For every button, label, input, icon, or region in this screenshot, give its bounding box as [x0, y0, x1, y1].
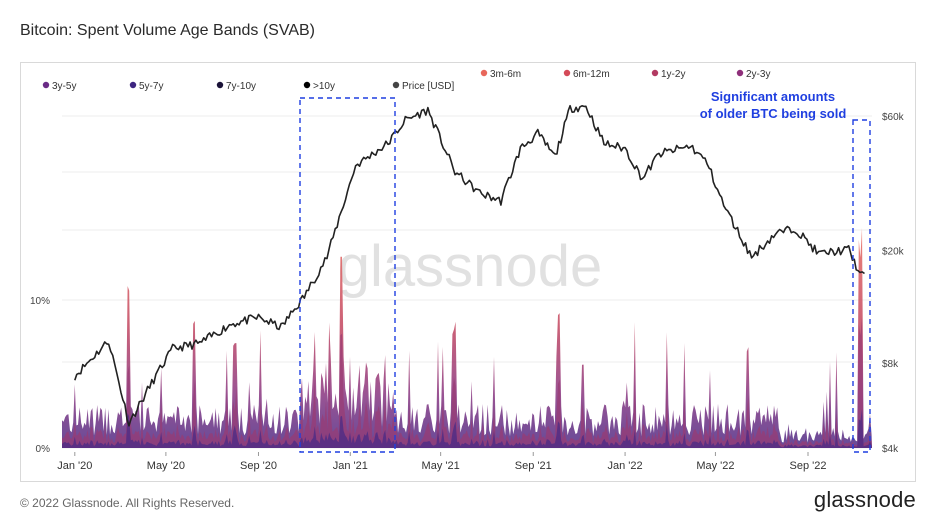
legend-dot	[216, 81, 224, 89]
x-tick-label: May '21	[422, 460, 460, 472]
copyright-text: © 2022 Glassnode. All Rights Reserved.	[20, 496, 235, 510]
y-right-tick-label: $8k	[882, 359, 899, 370]
y-axis-left: 0% 10%	[30, 296, 50, 455]
band-area-young	[62, 227, 872, 448]
legend-dot	[480, 69, 488, 77]
x-tick-label: Jan '21	[333, 460, 368, 472]
annotation-line-1: Significant amounts	[711, 89, 835, 104]
legend-dot	[42, 81, 50, 89]
legend-label[interactable]: 3m-6m	[490, 69, 521, 80]
highlight-box-bull-run	[299, 97, 396, 453]
x-tick-label: Sep '22	[790, 460, 827, 472]
legend-label[interactable]: 1y-2y	[661, 69, 685, 80]
legend-label[interactable]: 6m-12m	[573, 69, 610, 80]
x-tick-label: Jan '22	[608, 460, 643, 472]
band-area-old	[62, 409, 872, 448]
y-right-tick-label: $20k	[882, 247, 905, 258]
legend-dot	[736, 69, 744, 77]
chart-frame	[20, 62, 916, 482]
band-area-mid	[62, 317, 872, 448]
legend-label[interactable]: 7y-10y	[226, 81, 256, 92]
legend-dot	[129, 81, 137, 89]
price-line	[74, 104, 865, 427]
legend-label[interactable]: 3y-5y	[52, 81, 76, 92]
highlight-box-recent	[852, 119, 871, 453]
legend-dot	[303, 81, 311, 89]
x-tick-label: May '20	[147, 460, 185, 472]
y-left-tick-label: 10%	[30, 296, 50, 307]
legend-dot	[563, 69, 571, 77]
glassnode-logo: glassnode	[813, 487, 916, 512]
legend-label[interactable]: >10y	[313, 81, 335, 92]
x-tick-label: Sep '21	[515, 460, 552, 472]
legend: 3m-6m 6m-12m 1y-2y 2y-3y 3y-5y 5y-7y 7y-10y >10…	[42, 69, 770, 92]
y-right-tick-label: $4k	[882, 444, 899, 455]
x-axis: Jan '20 May '20 Sep '20 Jan '21 May '21 Sep '…	[57, 452, 826, 472]
page-title: Bitcoin: Spent Volume Age Bands (SVAB)	[20, 22, 315, 39]
legend-label[interactable]: Price [USD]	[402, 81, 454, 92]
watermark: glassnode	[338, 234, 602, 299]
legend-label[interactable]: 5y-7y	[139, 81, 163, 92]
x-tick-label: May '22	[696, 460, 734, 472]
x-tick-label: Sep '20	[240, 460, 277, 472]
legend-label[interactable]: 2y-3y	[746, 69, 770, 80]
annotation-line-2: of older BTC being sold	[700, 106, 847, 121]
x-tick-label: Jan '20	[57, 460, 92, 472]
legend-dot	[651, 69, 659, 77]
legend-dot	[392, 81, 400, 89]
y-left-tick-label: 0%	[36, 444, 51, 455]
y-axis-right: $4k $8k $20k $60k	[882, 112, 905, 455]
volume-bands	[62, 227, 872, 448]
y-right-tick-label: $60k	[882, 112, 905, 123]
